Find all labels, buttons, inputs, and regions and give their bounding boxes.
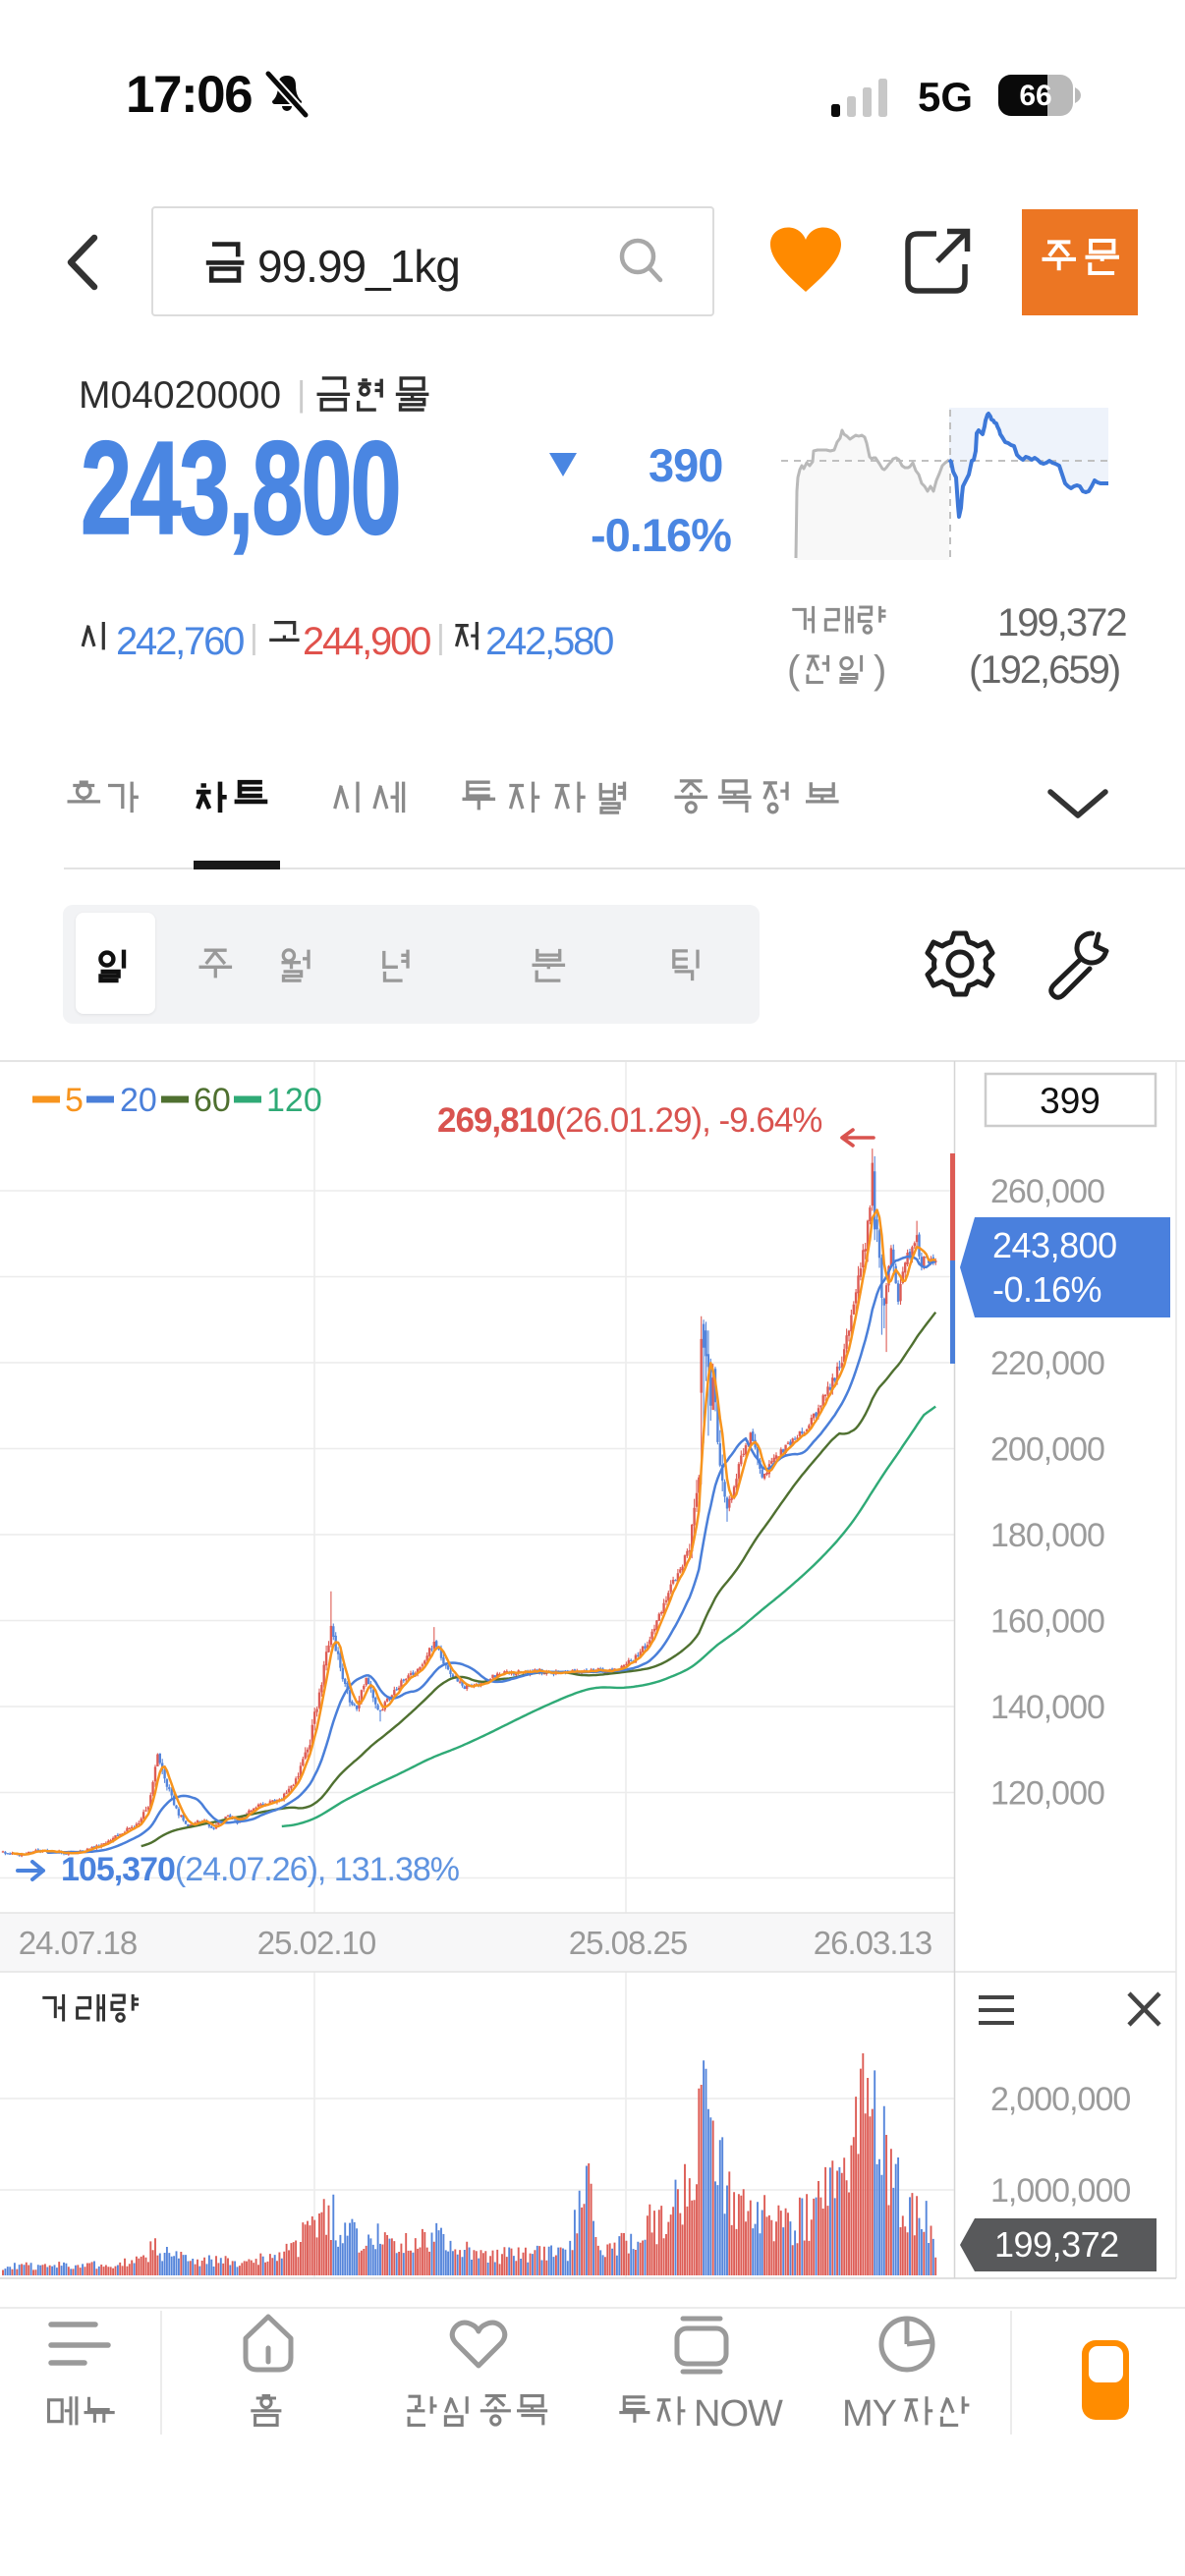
svg-text:269,810(26.01.29), -9.64%: 269,810(26.01.29), -9.64%: [437, 1101, 821, 1140]
svg-text:120,000: 120,000: [990, 1775, 1104, 1813]
svg-text:105,370(24.07.26), 131.38%: 105,370(24.07.26), 131.38%: [61, 1851, 460, 1888]
svg-text:220,000: 220,000: [990, 1345, 1104, 1382]
svg-text:2,000,000: 2,000,000: [990, 2081, 1130, 2118]
svg-text:-0.16%: -0.16%: [992, 1269, 1101, 1310]
svg-text:25.02.10: 25.02.10: [257, 1925, 376, 1961]
svg-text:1,000,000: 1,000,000: [990, 2172, 1130, 2210]
svg-text:399: 399: [1040, 1081, 1100, 1121]
svg-text:199,372: 199,372: [994, 2224, 1119, 2265]
svg-text:200,000: 200,000: [990, 1431, 1104, 1469]
svg-text:24.07.18: 24.07.18: [19, 1925, 137, 1961]
svg-text:160,000: 160,000: [990, 1603, 1104, 1641]
svg-text:60: 60: [194, 1082, 231, 1119]
svg-text:243,800: 243,800: [992, 1225, 1117, 1265]
svg-text:20: 20: [120, 1082, 157, 1119]
svg-text:5: 5: [65, 1082, 84, 1119]
svg-text:26.03.13: 26.03.13: [814, 1925, 931, 1961]
svg-text:260,000: 260,000: [990, 1173, 1104, 1210]
svg-text:120: 120: [266, 1082, 322, 1119]
svg-text:140,000: 140,000: [990, 1689, 1104, 1726]
svg-text:25.08.25: 25.08.25: [569, 1925, 687, 1961]
svg-text:180,000: 180,000: [990, 1517, 1104, 1554]
svg-text:66: 66: [1019, 80, 1051, 112]
